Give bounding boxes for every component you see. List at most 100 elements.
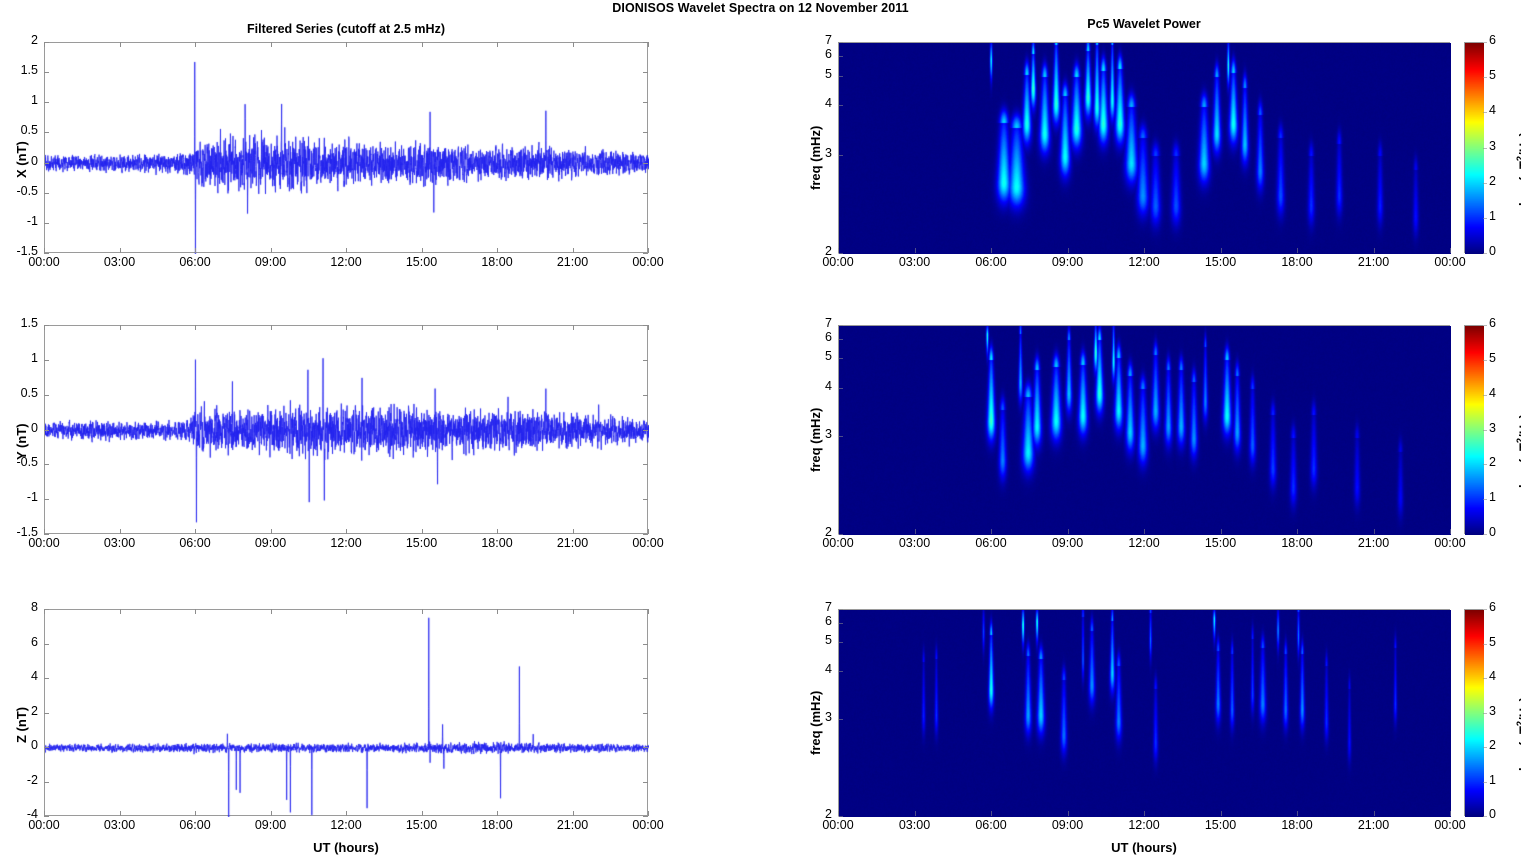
y-tick-label: 3 bbox=[825, 427, 832, 442]
x-tick bbox=[1220, 248, 1222, 253]
colorbar-tick-label: 0 bbox=[1489, 525, 1496, 539]
x-tick-label: 12:00 bbox=[330, 818, 362, 832]
x-tick bbox=[346, 811, 347, 816]
x-tick bbox=[1373, 811, 1375, 816]
x-tick-label: 03:00 bbox=[898, 818, 931, 832]
timeseries-trace-z bbox=[45, 610, 649, 817]
x-tick-top bbox=[648, 609, 649, 614]
x-tick-top bbox=[119, 609, 121, 614]
x-tick-top bbox=[195, 42, 196, 47]
colorbar-tick bbox=[1483, 499, 1487, 501]
y-tick bbox=[838, 387, 843, 389]
colorbar-tick bbox=[1483, 464, 1487, 466]
x-tick-top bbox=[346, 609, 347, 614]
y-tick bbox=[44, 359, 49, 361]
x-tick-label: 15:00 bbox=[1204, 536, 1237, 550]
x-tick-label: 15:00 bbox=[1204, 255, 1237, 269]
y-tick-label: 2 bbox=[31, 703, 38, 718]
x-tick-label: 03:00 bbox=[103, 536, 136, 550]
y-tick-label: 4 bbox=[31, 669, 38, 683]
x-tick-label: 21:00 bbox=[556, 536, 589, 550]
x-tick-label: 18:00 bbox=[1281, 818, 1313, 832]
x-tick bbox=[914, 248, 916, 253]
y-tick bbox=[44, 429, 49, 431]
y-tick bbox=[838, 719, 843, 721]
colorbar-tick bbox=[1483, 182, 1487, 184]
x-tick-top bbox=[421, 325, 423, 330]
colorbar-tick-label: 6 bbox=[1489, 316, 1496, 330]
y-tick-label: 0.5 bbox=[20, 385, 38, 400]
colorbar-tick-label: 1 bbox=[1489, 208, 1496, 223]
x-tick-label: 21:00 bbox=[1357, 255, 1390, 269]
colorbar-tick bbox=[1483, 359, 1487, 361]
y-tick-label: 5 bbox=[825, 66, 832, 81]
x-tick-label: 12:00 bbox=[330, 536, 362, 550]
x-tick-label: 21:00 bbox=[556, 818, 589, 832]
y-tick-label: 2 bbox=[825, 807, 832, 821]
colorbar-gradient bbox=[1465, 43, 1484, 254]
spectrogram-y-axis-label: freq (mHz) bbox=[808, 407, 823, 472]
y-tick-right bbox=[643, 678, 648, 679]
x-tick-label: 06:00 bbox=[179, 536, 211, 550]
x-tick bbox=[1450, 529, 1451, 534]
x-tick-label: 15:00 bbox=[1204, 818, 1237, 832]
x-tick-top bbox=[648, 42, 649, 47]
x-tick-label: 00:00 bbox=[28, 536, 60, 550]
colorbar-tick-label: 2 bbox=[1489, 738, 1496, 752]
x-tick-label: 12:00 bbox=[1128, 818, 1160, 832]
timeseries-axes-x bbox=[44, 42, 649, 254]
y-tick-right bbox=[643, 816, 648, 817]
colorbar-tick bbox=[1483, 112, 1487, 114]
x-tick bbox=[838, 811, 839, 816]
y-tick-label: 4 bbox=[825, 96, 832, 111]
x-tick bbox=[838, 248, 839, 253]
y-tick-label: 1.5 bbox=[20, 63, 38, 78]
x-tick bbox=[648, 529, 649, 534]
y-tick-right bbox=[643, 42, 648, 43]
y-tick bbox=[838, 56, 843, 58]
x-tick-top bbox=[195, 609, 196, 614]
y-tick-label: 0.5 bbox=[20, 123, 38, 138]
y-tick-label: 7 bbox=[825, 316, 832, 330]
y-tick bbox=[838, 622, 843, 624]
x-tick-label: 21:00 bbox=[1357, 536, 1390, 550]
y-tick bbox=[838, 816, 843, 817]
y-tick-label: 8 bbox=[31, 600, 38, 614]
x-tick bbox=[914, 811, 916, 816]
x-tick-label: 15:00 bbox=[405, 536, 438, 550]
colorbar-1 bbox=[1464, 325, 1484, 535]
x-tick-top bbox=[44, 325, 45, 330]
x-tick-label: 00:00 bbox=[1434, 255, 1466, 269]
y-tick bbox=[44, 678, 49, 679]
colorbar-tick bbox=[1483, 253, 1487, 254]
x-tick-label: 15:00 bbox=[405, 818, 438, 832]
y-tick-label: 2 bbox=[825, 244, 832, 258]
y-tick bbox=[44, 747, 49, 748]
y-tick bbox=[44, 132, 49, 134]
spectrogram-axes-1 bbox=[838, 325, 1451, 535]
x-tick bbox=[44, 811, 45, 816]
spectrogram-image-2 bbox=[839, 610, 1451, 817]
x-tick-label: 00:00 bbox=[822, 255, 854, 269]
timeseries-axes-z bbox=[44, 609, 649, 817]
x-tick-label: 06:00 bbox=[975, 255, 1007, 269]
y-tick bbox=[838, 338, 843, 340]
timeseries-trace-x bbox=[45, 43, 649, 254]
y-tick-right bbox=[643, 643, 648, 645]
x-tick-top bbox=[572, 609, 574, 614]
x-tick-label: 18:00 bbox=[481, 255, 513, 269]
y-tick bbox=[838, 609, 843, 610]
y-tick-label: 0 bbox=[31, 738, 38, 752]
colorbar-gradient bbox=[1465, 610, 1484, 817]
y-tick-right bbox=[643, 102, 648, 104]
x-tick bbox=[572, 811, 574, 816]
colorbar-tick bbox=[1483, 429, 1487, 431]
y-tick-label: 7 bbox=[825, 600, 832, 614]
x-tick bbox=[195, 811, 196, 816]
x-tick bbox=[195, 529, 196, 534]
x-tick-top bbox=[270, 325, 272, 330]
y-tick bbox=[44, 325, 49, 326]
colorbar-tick bbox=[1483, 42, 1487, 43]
x-tick bbox=[648, 811, 649, 816]
spectrogram-y-axis-label: freq (mHz) bbox=[808, 690, 823, 755]
